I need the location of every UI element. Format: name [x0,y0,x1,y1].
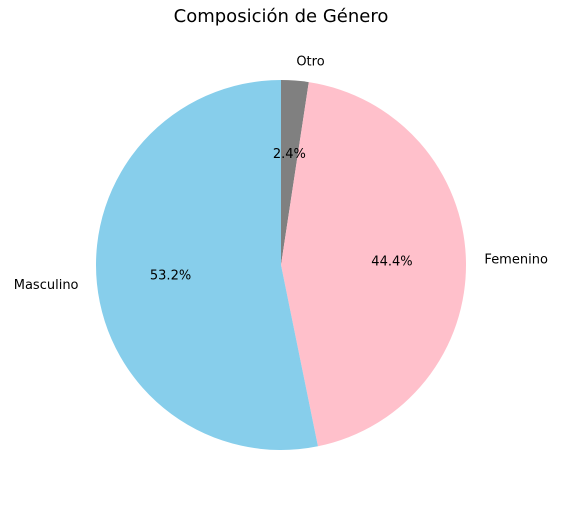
pct-label-masculino: 53.2% [150,269,191,284]
pct-label-otro: 2.4% [273,147,306,162]
pie-slice-masculino [95,80,318,450]
pct-label-femenino: 44.4% [371,255,412,270]
pie-slice-femenino [281,82,467,447]
category-label-masculino: Masculino [14,278,79,293]
chart-title: Composición de Género [173,6,389,27]
pie-slices [95,80,467,450]
category-label-otro: Otro [296,55,324,70]
pie-slice-otro [281,80,309,265]
pie-labels: 2.4% Otro 44.4% Femenino 53.2% Masculino [14,55,548,293]
category-label-femenino: Femenino [484,252,548,267]
